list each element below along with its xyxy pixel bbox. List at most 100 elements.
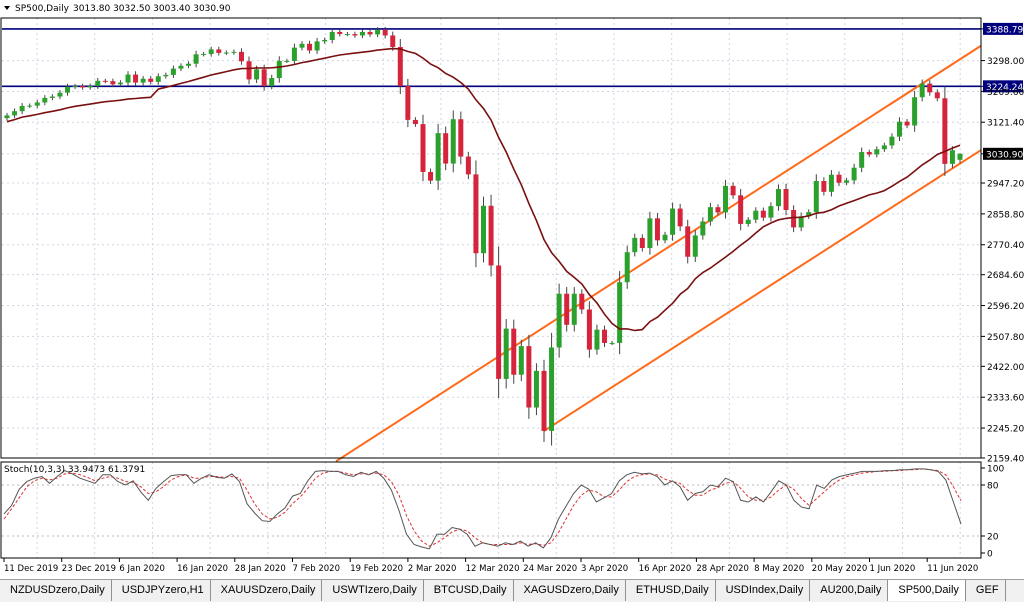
candle-body <box>208 49 214 54</box>
candle-body <box>934 92 940 99</box>
candle-body <box>254 69 260 80</box>
candle-body <box>193 54 199 64</box>
candle-body <box>881 145 887 150</box>
candle-body <box>798 216 804 228</box>
candle-body <box>87 86 93 88</box>
symbol-tab[interactable]: USDJPYzero,H1 <box>112 580 211 601</box>
candle-body <box>27 105 33 107</box>
candle-body <box>783 189 789 210</box>
stoch-axis: 100 80 20 0 <box>981 465 1004 560</box>
candle-body <box>836 174 842 183</box>
candle-body <box>662 234 668 241</box>
candle-body <box>34 102 40 106</box>
stoch-axis-label: 100 <box>987 465 1004 475</box>
candle-body <box>927 83 933 93</box>
price-label: 3298.00 <box>987 57 1024 67</box>
candle-body <box>949 150 955 164</box>
candle-body <box>866 152 872 155</box>
candle-body <box>450 119 456 164</box>
symbol-tabs: NZDUSDzero,Daily USDJPYzero,H1 XAUUSDzero,… <box>0 579 1024 602</box>
price-label: 2159.40 <box>987 455 1024 465</box>
candle-body <box>65 86 71 93</box>
channel-lower-line[interactable] <box>543 149 982 432</box>
candle-body <box>617 282 623 343</box>
symbol-tab[interactable]: USWTIzero,Daily <box>322 580 424 601</box>
date-label: 8 May 2020 <box>754 564 804 574</box>
candle-body <box>299 43 305 48</box>
price-label: 3209.60 <box>987 88 1024 98</box>
candle-body <box>337 31 343 35</box>
chart-symbol: SP500,Daily <box>15 4 70 14</box>
date-label: 12 Mar 2020 <box>466 564 520 574</box>
stoch-indicator-window[interactable] <box>2 468 981 550</box>
candle-body <box>730 185 736 196</box>
candle-body <box>420 124 426 172</box>
candle-body <box>397 46 403 87</box>
symbol-tab[interactable]: SP500,Daily <box>888 580 966 601</box>
triangle-down-icon[interactable] <box>4 6 10 10</box>
panel-frames <box>0 17 982 559</box>
candle-body <box>428 171 434 181</box>
candlesticks <box>4 26 963 446</box>
candle-body <box>170 68 176 75</box>
date-label: 19 Feb 2020 <box>350 564 403 574</box>
price-label: 2422.00 <box>987 363 1024 373</box>
candle-body <box>889 136 895 146</box>
candle-body <box>957 153 963 160</box>
candle-body <box>496 265 502 379</box>
candle-body <box>4 115 10 119</box>
candle-body <box>775 189 781 207</box>
price-label: 2947.20 <box>987 180 1024 190</box>
candle-body <box>707 207 713 222</box>
symbol-tab[interactable]: AU200,Daily <box>810 580 889 601</box>
candle-body <box>42 97 48 103</box>
candle-body <box>344 34 350 36</box>
symbol-tab[interactable]: ETHUSD,Daily <box>626 580 716 601</box>
candle-body <box>813 181 819 213</box>
candle-body <box>322 39 328 42</box>
candle-body <box>19 105 25 112</box>
symbol-tab[interactable]: NZDUSDzero,Daily <box>0 580 112 601</box>
candle-body <box>72 86 78 88</box>
candle-body <box>526 346 532 408</box>
candle-body <box>654 218 660 241</box>
candle-body <box>760 210 766 218</box>
candle-body <box>465 156 471 175</box>
chart-ohlc: 3013.80 3032.50 3003.40 3030.90 <box>73 4 231 14</box>
candle-body <box>314 41 320 51</box>
candle-body <box>738 195 744 224</box>
channel-upper-line[interactable] <box>335 44 982 463</box>
symbol-tab[interactable]: USDIndex,Daily <box>716 580 811 601</box>
candle-body <box>768 206 774 218</box>
candle-body <box>791 209 797 228</box>
candle-body <box>186 63 192 66</box>
price-label: 2770.40 <box>987 241 1024 251</box>
price-label: 2684.60 <box>987 271 1024 281</box>
candle-body <box>579 293 585 310</box>
candle-body <box>382 29 388 36</box>
horizontal-lines[interactable] <box>2 28 981 88</box>
candle-body <box>12 111 18 116</box>
candle-body <box>481 205 486 254</box>
symbol-tab[interactable]: GEF <box>966 580 1006 601</box>
candle-body <box>715 207 721 213</box>
candle-body <box>874 149 880 155</box>
symbol-tab[interactable]: XAUUSDzero,Daily <box>211 580 323 601</box>
candle-body <box>201 53 207 55</box>
candle-body <box>624 252 630 283</box>
candle-body <box>518 346 524 375</box>
candle-body <box>133 74 139 83</box>
price-label: 3224.24 <box>986 83 1023 93</box>
date-label: 24 Mar 2020 <box>523 564 577 574</box>
candle-body <box>828 174 834 192</box>
candle-body <box>844 180 850 183</box>
symbol-tab[interactable]: BTCUSD,Daily <box>424 580 514 601</box>
candle-body <box>261 69 267 87</box>
trend-channel[interactable] <box>335 44 982 463</box>
symbol-tab[interactable]: XAGUSDzero,Daily <box>514 580 626 601</box>
candle-body <box>503 328 509 379</box>
date-label: 2 Mar 2020 <box>408 564 456 574</box>
price-label: 3030.90 <box>986 150 1023 160</box>
